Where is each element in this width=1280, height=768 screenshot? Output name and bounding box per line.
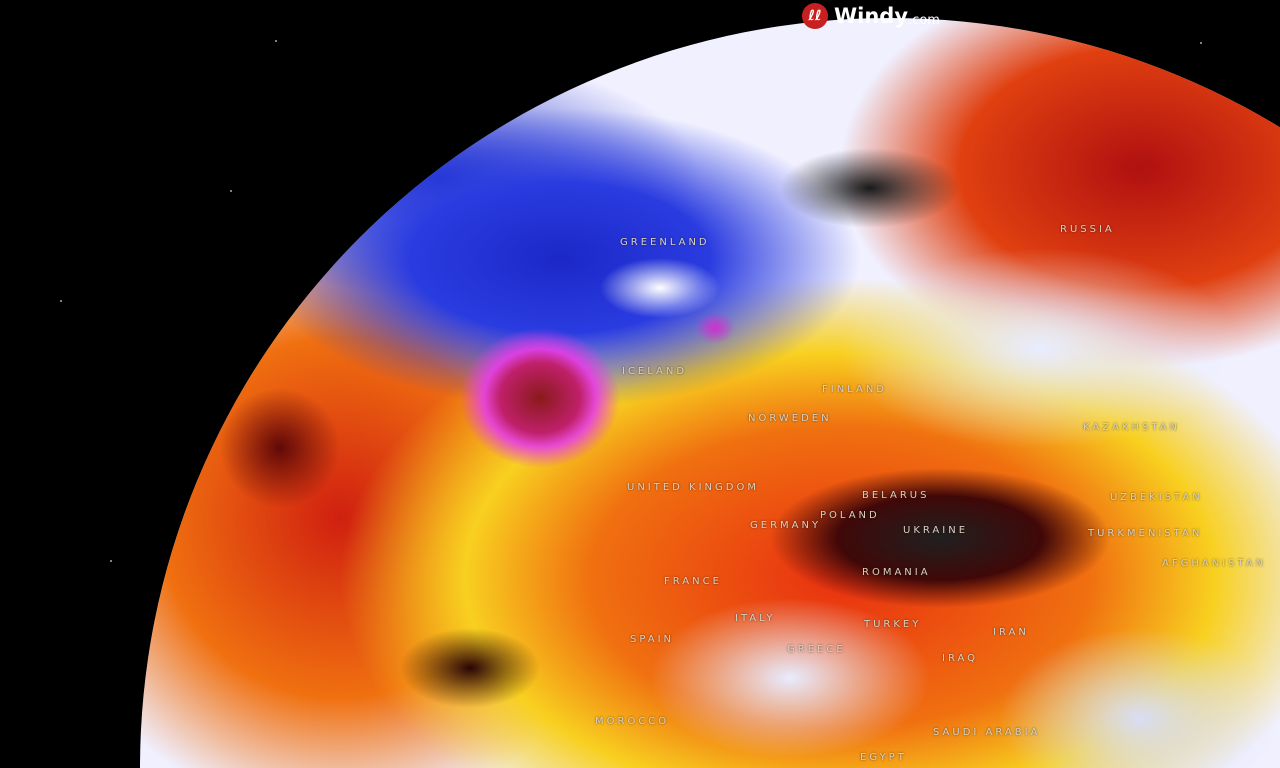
country-label: TURKMENISTAN <box>1088 528 1203 539</box>
country-label: UKRAINE <box>903 525 969 536</box>
star <box>110 560 112 562</box>
country-label: RUSSIA <box>1060 224 1115 235</box>
windy-logo-icon: ℓℓ <box>802 3 828 29</box>
country-label: ROMANIA <box>862 567 931 578</box>
country-label: FINLAND <box>822 384 888 395</box>
brand-name: Windy <box>834 4 909 28</box>
country-label: NORWEDEN <box>748 413 832 424</box>
country-label: MOROCCO <box>595 716 670 727</box>
country-label: GREECE <box>787 644 846 655</box>
country-label: AFGHANISTAN <box>1162 558 1267 569</box>
country-label: BELARUS <box>862 490 930 501</box>
country-label: IRAQ <box>942 653 979 664</box>
country-label: SPAIN <box>630 634 675 645</box>
country-label: GREENLAND <box>620 237 710 248</box>
star <box>275 40 277 42</box>
star <box>1200 42 1202 44</box>
country-label: UNITED KINGDOM <box>627 482 759 493</box>
country-label: EGYPT <box>860 752 907 763</box>
country-label: UZBEKISTAN <box>1110 492 1203 503</box>
country-label: ITALY <box>735 613 776 624</box>
country-label: POLAND <box>820 510 880 521</box>
country-label: TURKEY <box>864 619 922 630</box>
star <box>230 190 232 192</box>
country-label: ICELAND <box>622 366 688 377</box>
country-label: SAUDI ARABIA <box>933 727 1041 738</box>
brand-suffix: .com <box>908 12 940 28</box>
country-label: KAZAKHSTAN <box>1083 422 1180 433</box>
star <box>60 300 62 302</box>
country-label: GERMANY <box>750 520 822 531</box>
globe-weather-map[interactable] <box>140 18 1280 768</box>
windy-logo[interactable]: ℓℓ Windy .com <box>802 2 940 30</box>
country-label: FRANCE <box>664 576 722 587</box>
country-label: IRAN <box>993 627 1029 638</box>
